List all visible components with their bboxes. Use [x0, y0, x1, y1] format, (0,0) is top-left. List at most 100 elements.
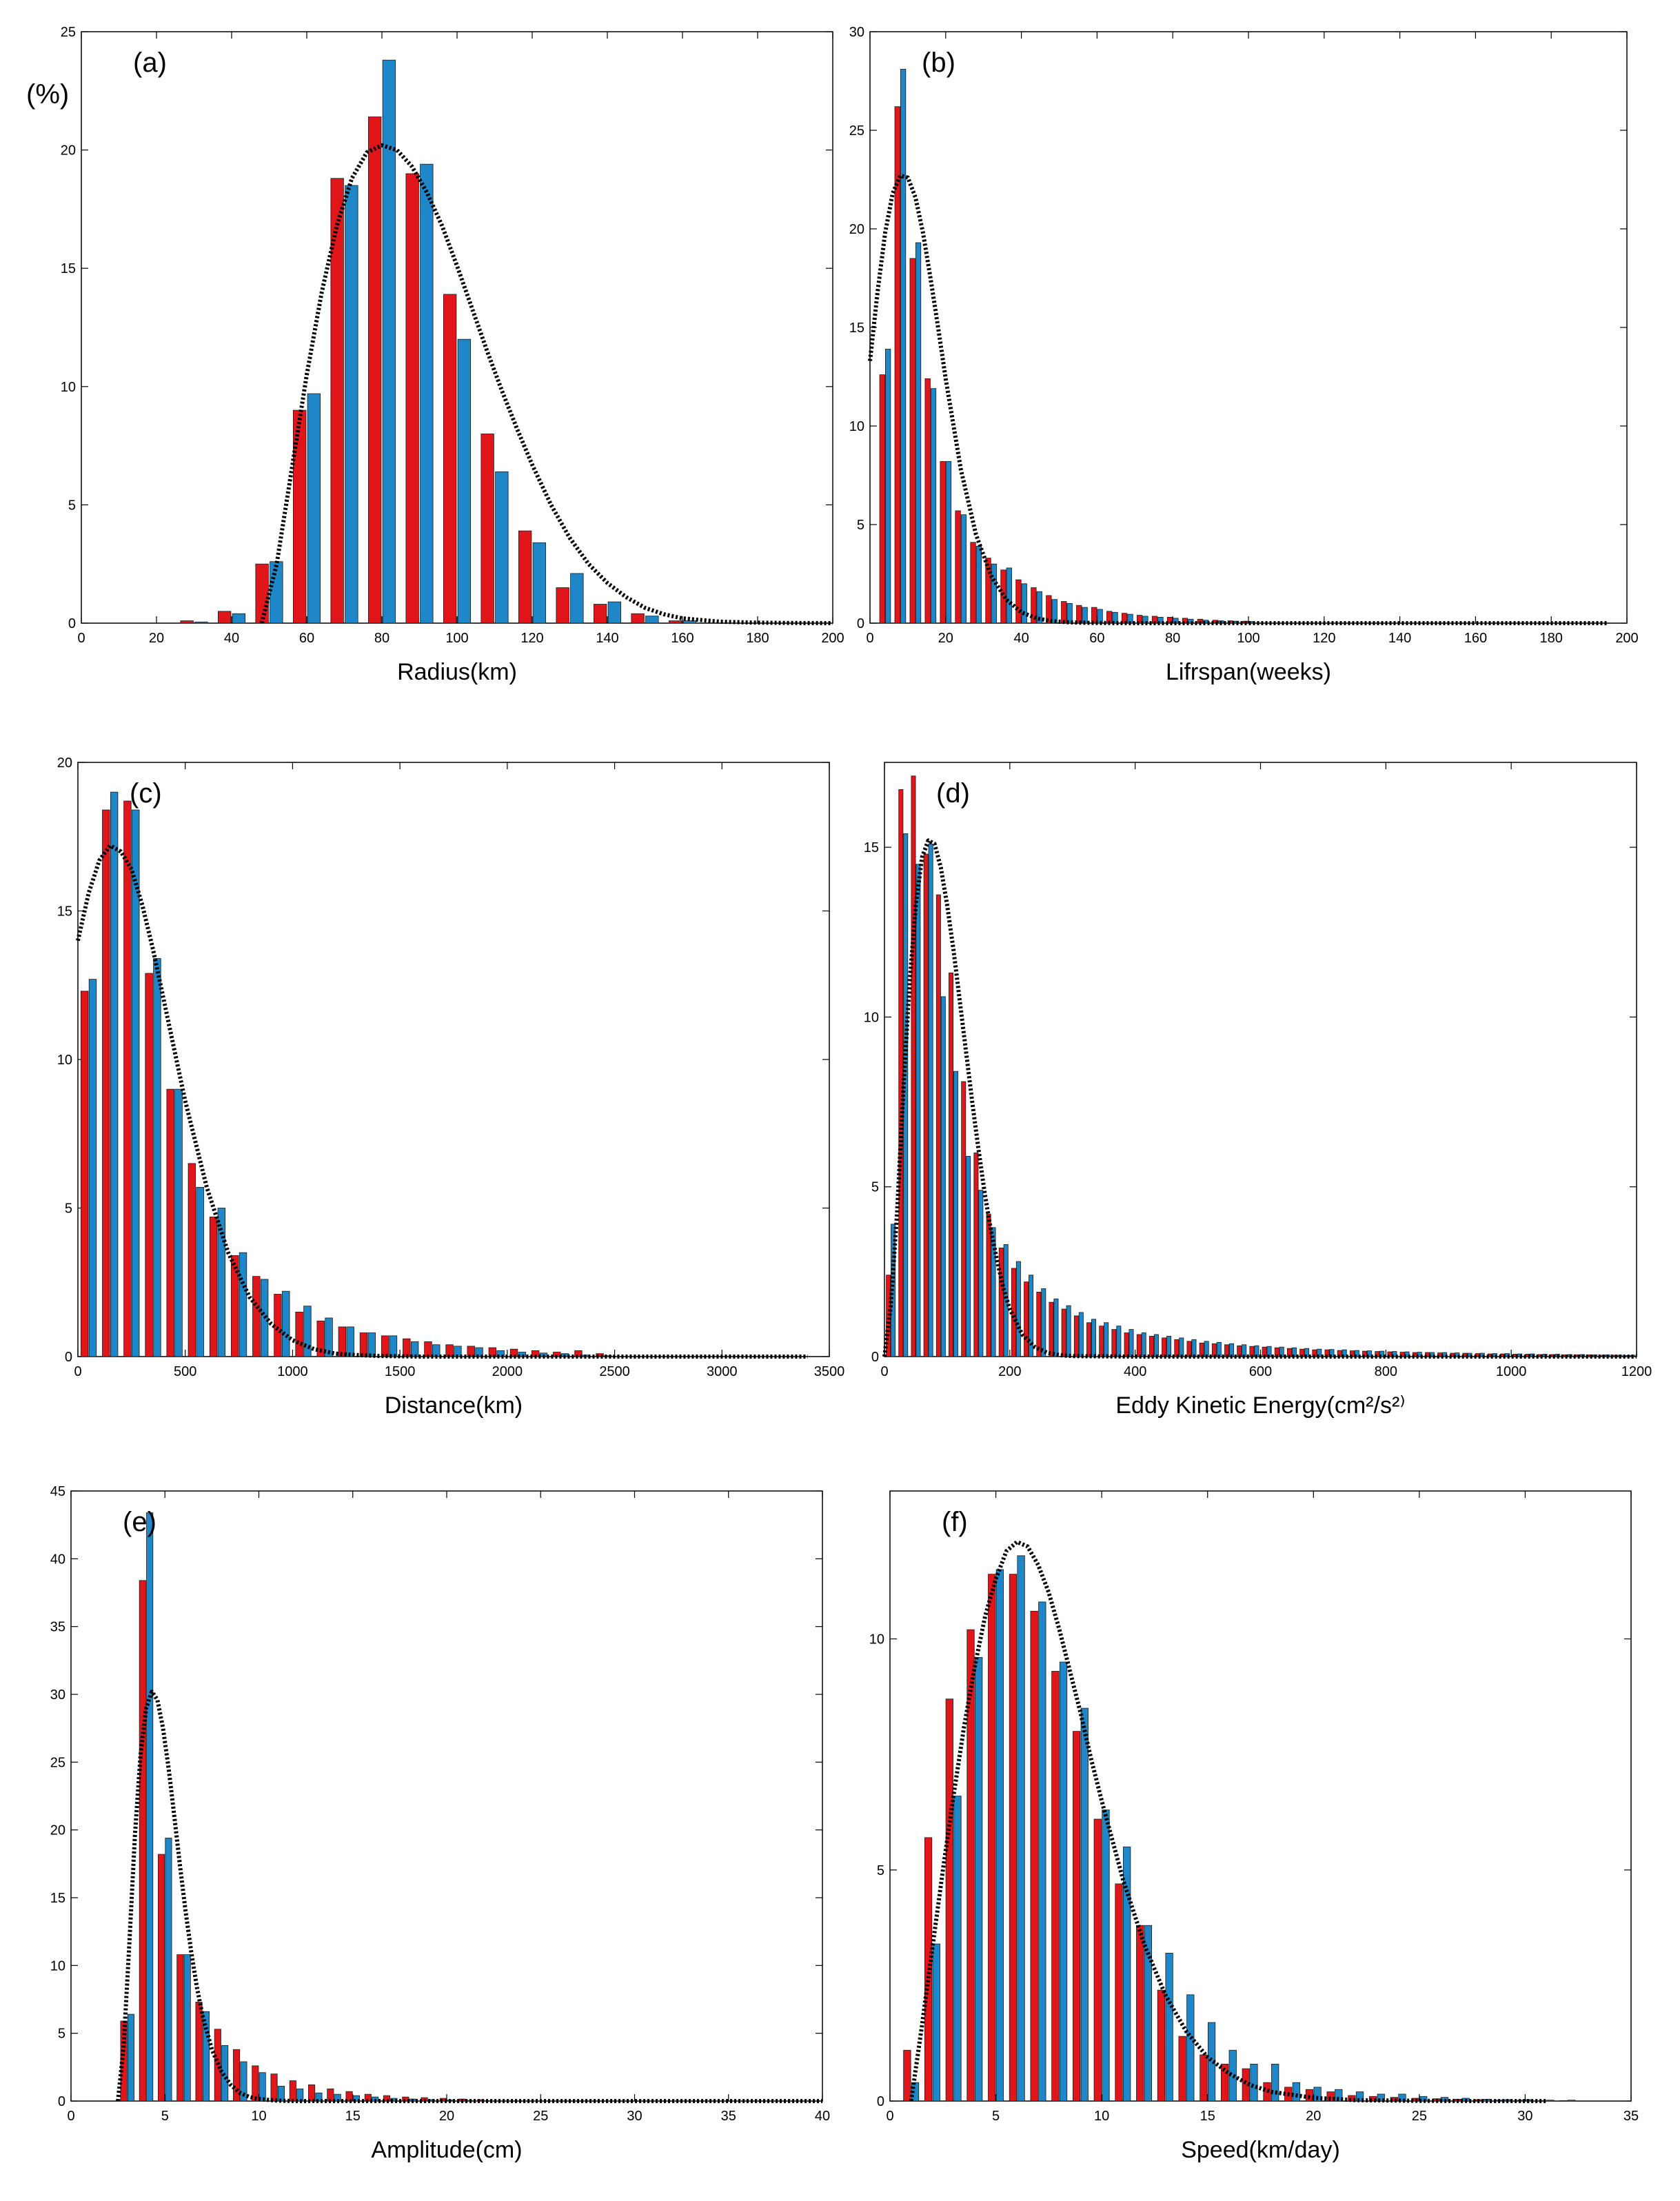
x-tick-label: 160: [671, 631, 694, 646]
x-tick-label: 600: [1249, 1364, 1272, 1379]
bar-red: [1024, 1281, 1029, 1357]
bar-red: [909, 258, 915, 624]
bar-blue: [1021, 583, 1027, 624]
bar-blue: [1419, 2096, 1428, 2102]
bar-red: [923, 853, 929, 1357]
bar-blue: [1329, 1349, 1335, 1357]
bar-blue: [1367, 1350, 1373, 1357]
bar-red: [230, 1255, 239, 1357]
bar-blue: [1153, 1334, 1159, 1357]
bar-red: [556, 587, 569, 624]
y-tick-label: 0: [877, 2094, 884, 2109]
bar-red: [898, 789, 904, 1357]
bar-red: [338, 1326, 347, 1357]
x-tick-label: 10: [1094, 2109, 1109, 2124]
bar-red: [886, 1275, 891, 1357]
bar-red: [1200, 2054, 1208, 2102]
bar-blue: [930, 388, 937, 624]
bar-blue: [1038, 1601, 1046, 2102]
bar-red: [488, 1347, 497, 1357]
bar-red: [668, 620, 682, 624]
bar-red: [945, 1698, 953, 2102]
bar-blue: [382, 59, 396, 624]
x-tick-label: 25: [1412, 2109, 1427, 2124]
bar-red: [1072, 1731, 1081, 2102]
bar-red: [1162, 1337, 1167, 1357]
bar-red: [139, 1580, 146, 2102]
bar-blue: [132, 809, 140, 1357]
bar-red: [1387, 1351, 1393, 1357]
bar-red: [1136, 615, 1143, 624]
bar-red: [1220, 2063, 1229, 2102]
x-axis-label-f: Speed(km/day): [1181, 2137, 1340, 2163]
bar-blue: [945, 461, 952, 624]
bar-blue: [604, 1355, 612, 1357]
bar-red: [593, 604, 607, 624]
axes-frame-f: [889, 1490, 1632, 2102]
bar-red: [359, 1332, 368, 1357]
bar-blue: [1392, 1351, 1397, 1357]
bar-blue: [1216, 1341, 1222, 1357]
bar-blue: [457, 338, 472, 624]
bar-blue: [1017, 1555, 1025, 2102]
bar-red: [1031, 587, 1037, 624]
bar-red: [1093, 1818, 1102, 2102]
bar-red: [1182, 618, 1188, 624]
bar-red: [176, 1954, 184, 2102]
bar-red: [1390, 2097, 1398, 2102]
bar-blue: [174, 1088, 183, 1357]
x-tick-label: 35: [721, 2109, 736, 2124]
bar-red: [214, 2029, 221, 2102]
x-tick-label: 15: [1200, 2109, 1215, 2124]
x-tick-label: 25: [533, 2109, 548, 2124]
bar-red: [1186, 1341, 1192, 1357]
bar-blue: [1546, 2100, 1555, 2102]
bar-red: [998, 1247, 1004, 1357]
bar-red: [345, 2091, 353, 2102]
bar-red: [381, 1335, 389, 1357]
y-tick-label: 5: [871, 1180, 879, 1195]
y-tick-label: 25: [61, 25, 76, 40]
bar-blue: [420, 163, 434, 624]
x-tick-label: 1200: [1621, 1364, 1652, 1379]
bar-red: [1242, 2068, 1250, 2102]
bar-blue: [928, 843, 933, 1357]
panel-c: 0 500 1000 1500 2000 2500 3000 3500 0 5 10 15 20 (c) D…: [57, 755, 845, 1419]
bar-red: [924, 378, 931, 624]
x-tick-label: 60: [1089, 631, 1104, 646]
bar-red: [270, 2073, 278, 2102]
bar-red: [1086, 1322, 1092, 1357]
bar-red: [1538, 2100, 1546, 2102]
bar-blue: [153, 958, 161, 1357]
y-tick-label: 15: [57, 904, 72, 920]
bar-blue: [991, 563, 997, 624]
x-axis-label-c: Distance(km): [385, 1392, 523, 1419]
bar-red: [467, 1346, 475, 1357]
bar-blue: [1112, 611, 1118, 624]
x-tick-label: 200: [1615, 631, 1638, 646]
bar-red: [316, 1320, 325, 1357]
bar-blue: [239, 1252, 247, 1357]
bar-blue: [1355, 2091, 1364, 2102]
bar-blue: [259, 2072, 266, 2102]
bar-blue: [978, 1190, 984, 1357]
bar-blue: [645, 616, 659, 624]
fit-curve-a: [259, 143, 833, 625]
bar-blue: [346, 1326, 354, 1357]
bar-red: [195, 2002, 203, 2102]
bar-red: [180, 620, 194, 624]
x-tick-label: 30: [627, 2109, 642, 2124]
bar-red: [292, 409, 307, 624]
bar-blue: [282, 1290, 290, 1357]
y-tick-label: 10: [869, 1632, 884, 1647]
bar-red: [102, 809, 110, 1357]
bar-red: [1015, 579, 1022, 624]
bar-blue: [1066, 1305, 1071, 1357]
bar-blue: [900, 68, 907, 624]
bar-red: [1166, 617, 1173, 624]
panel-b: 0 20 40 60 80 100 120 140 160 180 200 0 5 10 15 20 25 30 (…: [849, 25, 1639, 685]
bar-blue: [307, 393, 321, 624]
x-tick-label: 0: [74, 1364, 81, 1379]
bar-red: [188, 1163, 196, 1357]
bar-red: [1046, 595, 1052, 624]
